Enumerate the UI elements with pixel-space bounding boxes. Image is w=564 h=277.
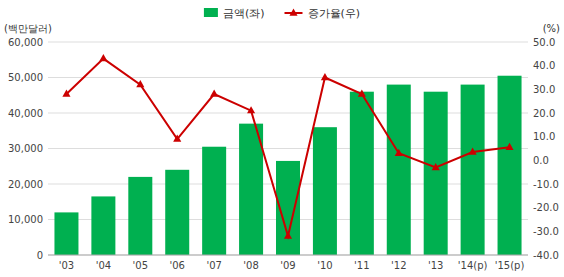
marker xyxy=(210,90,218,97)
legend-item: 금액(좌) xyxy=(204,7,265,20)
line xyxy=(66,59,509,237)
bar xyxy=(202,147,226,255)
chart: 0 10,000 20,000 30,000 40,000 50,000 60,000 -40… xyxy=(0,0,564,277)
y2-tick-label: -20.0 xyxy=(533,202,559,213)
x-tick-label: '13 xyxy=(428,260,443,271)
x-tick-label: '05 xyxy=(133,260,148,271)
bar xyxy=(313,127,337,255)
y2-tick-label: -30.0 xyxy=(533,226,559,237)
y-tick-label: 60,000 xyxy=(8,37,43,48)
legend-label: 금액(좌) xyxy=(223,7,265,20)
bar xyxy=(461,85,485,255)
bar xyxy=(91,196,115,255)
y2-tick-label: 50.0 xyxy=(533,37,555,48)
x-axis-line xyxy=(48,255,528,256)
plot-area xyxy=(54,54,521,255)
legend-item: 증가율(우) xyxy=(285,7,361,20)
x-tick-label: '03 xyxy=(59,260,74,271)
y2-tick-label: -10.0 xyxy=(533,179,559,190)
x-tick-label: '12 xyxy=(391,260,406,271)
grid-line xyxy=(48,77,528,78)
marker xyxy=(99,54,107,61)
bar xyxy=(165,170,189,255)
y2-tick-label: 20.0 xyxy=(533,108,555,119)
y2-axis-label: (%) xyxy=(543,23,560,34)
y-tick-label: 50,000 xyxy=(8,72,43,83)
bar xyxy=(350,92,374,255)
y2-tick-label: 40.0 xyxy=(533,60,555,71)
marker xyxy=(173,135,181,142)
y-tick-label: 40,000 xyxy=(8,108,43,119)
marker xyxy=(505,143,513,150)
y2-tick-label: 30.0 xyxy=(533,84,555,95)
x-tick-label: '06 xyxy=(169,260,184,271)
marker xyxy=(284,232,292,239)
bar xyxy=(128,177,152,255)
x-tick-label: '14(p) xyxy=(458,260,488,271)
grid xyxy=(48,42,528,255)
x-tick-label: '09 xyxy=(280,260,295,271)
legend: 금액(좌) 증가율(우) xyxy=(204,7,360,20)
bar xyxy=(54,212,78,255)
marker xyxy=(136,80,144,87)
bar xyxy=(424,92,448,255)
legend-label: 증가율(우) xyxy=(308,7,361,20)
legend-marker xyxy=(289,9,297,16)
grid-line xyxy=(48,255,528,256)
y-tick-label: 10,000 xyxy=(8,214,43,225)
background xyxy=(0,0,564,277)
grid-line xyxy=(48,113,528,114)
grid-line xyxy=(48,148,528,149)
y-axis-label: (백만달러) xyxy=(4,23,52,34)
x-tick-label: '10 xyxy=(317,260,332,271)
x-tick-label: '04 xyxy=(96,260,111,271)
y-tick-label: 30,000 xyxy=(8,143,43,154)
y2-tick-label: 0.0 xyxy=(533,155,549,166)
marker xyxy=(432,163,440,170)
x-tick-label: '07 xyxy=(206,260,221,271)
bar xyxy=(387,85,411,255)
marker xyxy=(469,148,477,155)
marker xyxy=(358,90,366,97)
y-tick-label: 20,000 xyxy=(8,179,43,190)
bar xyxy=(239,124,263,255)
marker xyxy=(321,73,329,80)
y2-tick-label: 10.0 xyxy=(533,131,555,142)
marker xyxy=(395,149,403,156)
marker xyxy=(247,106,255,113)
legend-swatch xyxy=(204,8,218,17)
grid-line xyxy=(48,42,528,43)
x-tick-label: '11 xyxy=(354,260,369,271)
y2-tick-label: -40.0 xyxy=(533,250,559,261)
x-tick-label: '15(p) xyxy=(495,260,525,271)
x-tick-label: '08 xyxy=(243,260,258,271)
marker xyxy=(62,90,70,97)
bar xyxy=(498,76,522,255)
y-tick-label: 0 xyxy=(37,250,43,261)
